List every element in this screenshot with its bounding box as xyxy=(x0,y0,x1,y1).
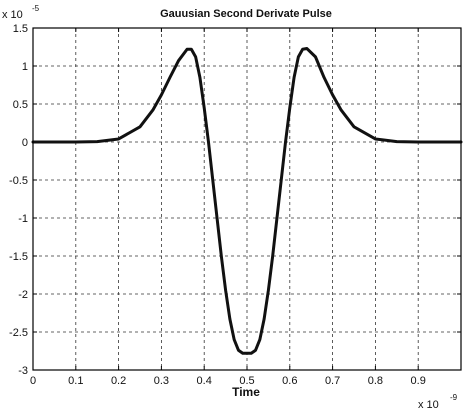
x-exponent-power: -9 xyxy=(450,393,458,402)
y-tick-label: 1 xyxy=(22,61,28,73)
series-line xyxy=(31,47,463,355)
plot-frame xyxy=(32,27,462,371)
y-exponent: x 10 -5 xyxy=(2,4,40,21)
y-tick-label: -0.5 xyxy=(9,175,28,187)
x-tick-label: 0.6 xyxy=(282,375,297,387)
x-tick-label: 0.1 xyxy=(68,375,83,387)
x-tick-label: 0 xyxy=(30,375,36,387)
y-tick-label: -3 xyxy=(18,365,28,377)
x-tick-label: 0.9 xyxy=(411,375,426,387)
y-tick-labels: -3 -2.5 -2 -1.5 -1 -0.5 0 0.5 1 1.5 xyxy=(9,23,28,377)
x-tick-label: 0.2 xyxy=(111,375,126,387)
y-tick-label: 1.5 xyxy=(13,23,28,35)
y-exponent-power: -5 xyxy=(32,4,40,13)
y-tick-label: 0 xyxy=(22,137,28,149)
grid xyxy=(33,28,461,370)
x-tick-label: 0.5 xyxy=(239,375,254,387)
x-tick-labels: 0 0.1 0.2 0.3 0.4 0.5 0.6 0.7 0.8 0.9 xyxy=(30,375,426,387)
y-tick-label: 0.5 xyxy=(13,99,28,111)
y-tick-label: -2 xyxy=(18,289,28,301)
x-tick-label: 0.8 xyxy=(368,375,383,387)
y-tick-label: -1 xyxy=(18,213,28,225)
x-tick-label: 0.3 xyxy=(154,375,169,387)
y-exponent-base: x 10 xyxy=(2,9,23,21)
y-tick-label: -1.5 xyxy=(9,251,28,263)
x-axis-label: Time xyxy=(232,385,260,399)
x-exponent: x 10 -9 xyxy=(418,393,458,411)
x-exponent-base: x 10 xyxy=(418,399,439,411)
x-tick-label: 0.7 xyxy=(325,375,340,387)
y-tick-label: -2.5 xyxy=(9,327,28,339)
chart-title: Gauusian Second Derivate Pulse xyxy=(160,8,332,20)
x-tick-label: 0.4 xyxy=(197,375,212,387)
